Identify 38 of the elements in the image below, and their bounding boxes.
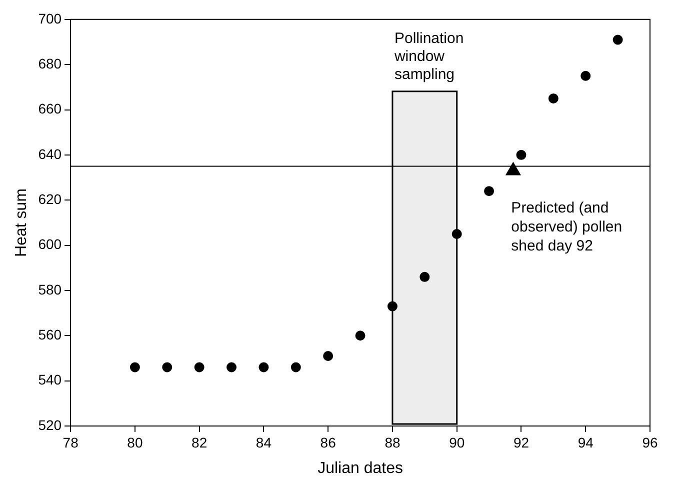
- y-tick-label: 660: [38, 100, 62, 117]
- point: [612, 34, 623, 45]
- point: [484, 186, 494, 196]
- annotation: Predicted (and observed) pollen shed day 92: [511, 199, 622, 254]
- point: [130, 362, 140, 372]
- point: [226, 362, 237, 372]
- point: [548, 93, 558, 104]
- x-tick-label: 88: [384, 434, 400, 450]
- y-tick-label: 580: [38, 281, 62, 298]
- y-tick-label: 620: [38, 190, 62, 207]
- y-tick-label: 540: [38, 372, 62, 388]
- x-tick-label: 96: [642, 434, 658, 450]
- y-tick-label: 600: [38, 236, 62, 252]
- y-axis-title: Heat sum: [13, 188, 30, 257]
- point: [355, 330, 366, 341]
- point: [194, 362, 204, 372]
- x-tick-label: 84: [256, 434, 272, 450]
- point: [580, 70, 591, 81]
- y-tick-label: 700: [38, 10, 62, 26]
- x-tick-label: 80: [127, 434, 143, 450]
- x-tick-label: 78: [62, 434, 79, 450]
- point: [420, 272, 430, 282]
- band-label: Pollination window sampling: [393, 30, 464, 84]
- y-tick-label: 560: [38, 326, 62, 343]
- x-tick-label: 90: [449, 434, 465, 450]
- point: [258, 362, 269, 372]
- point: [323, 350, 334, 361]
- x-axis-title: Julian dates: [318, 460, 403, 477]
- x-tick-label: 92: [513, 434, 530, 450]
- point: [290, 362, 301, 372]
- x-tick-label: 86: [320, 434, 336, 450]
- point: [516, 150, 526, 160]
- point: [162, 362, 172, 372]
- x-tick-label: 82: [192, 434, 208, 450]
- y-tick-label: 520: [38, 416, 62, 433]
- y-tick-label: 680: [38, 55, 62, 72]
- y-tick-label: 640: [38, 146, 62, 162]
- x-tick-label: 94: [578, 434, 594, 450]
